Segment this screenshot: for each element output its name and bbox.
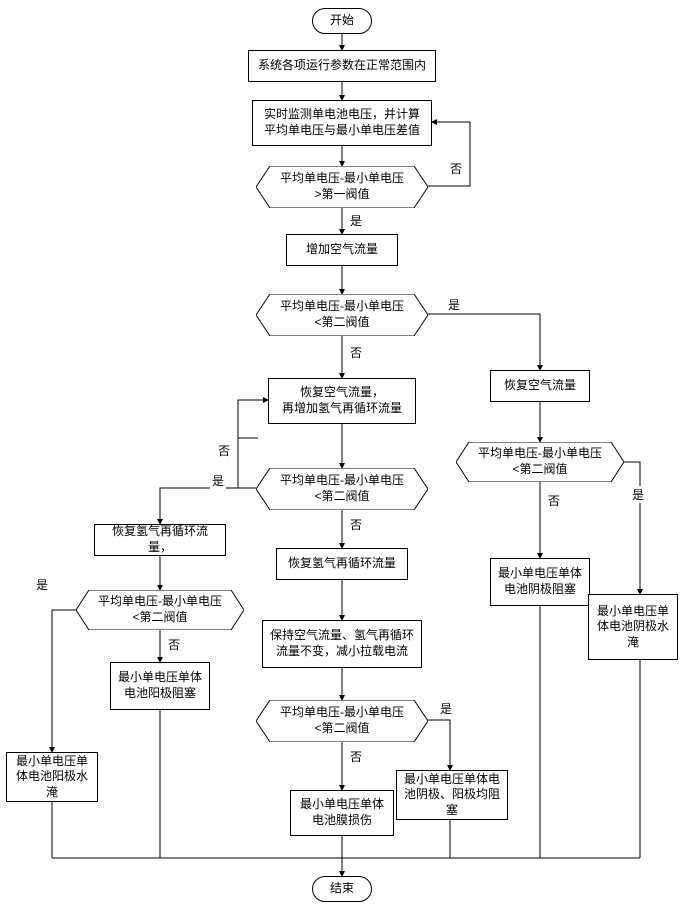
decision-d4: 平均单电压-最小单电压 <第二阀值 <box>256 468 428 510</box>
process-restore-h2-recirc-left: 恢复氢气再循环流量， <box>94 524 226 556</box>
edge-d6-yes: 是 <box>438 700 454 717</box>
end-label: 结束 <box>330 881 354 897</box>
edge-d2-no: 否 <box>348 344 364 361</box>
result-label: 最小单电压单体电池阳极水淹 <box>13 754 91 801</box>
result-label: 最小单电压单体电池阴极水淹 <box>595 604 671 651</box>
end-terminal: 结束 <box>312 876 372 902</box>
result-membrane-damage: 最小单电压单体电池膜损伤 <box>290 790 394 836</box>
edge-d5-no: 否 <box>166 636 182 653</box>
edge-d1-yes: 是 <box>348 212 364 229</box>
process-restore-h2-recirc: 恢复氢气再循环流量 <box>276 548 408 580</box>
decision-label: 平均单电压-最小单电压 <第二阀值 <box>280 705 404 736</box>
result-label: 最小单电压单体电池膜损伤 <box>297 797 387 828</box>
edge-d4-no: 否 <box>348 516 364 533</box>
edge-d1-no: 否 <box>448 160 464 177</box>
edge-d3-no: 否 <box>546 492 562 509</box>
start-terminal: 开始 <box>312 8 372 34</box>
decision-label: 平均单电压-最小单电压 <第二阀值 <box>280 473 404 504</box>
process-label: 系统各项运行参数在正常范围内 <box>258 58 426 74</box>
start-label: 开始 <box>330 13 354 29</box>
result-cathode-block: 最小单电压单体电池阴极阻塞 <box>490 558 590 606</box>
decision-d3: 平均单电压-最小单电压 <第二阀值 <box>456 442 624 482</box>
result-both-block: 最小单电压单体电池阴极、阳极均阻塞 <box>396 770 508 820</box>
process-label: 恢复氢气再循环流量， <box>101 524 219 555</box>
process-label: 恢复空气流量， 再增加氢气再循环流量 <box>282 385 402 416</box>
edge-d5-yes: 是 <box>34 576 50 593</box>
decision-d6: 平均单电压-最小单电压 <第二阀值 <box>256 700 428 742</box>
decision-label: 平均单电压-最小单电压 <第二阀值 <box>478 446 602 477</box>
edge-d4-no-loop: 否 <box>216 442 232 459</box>
result-anode-block: 最小单电压单体电池阳极阻塞 <box>110 662 210 710</box>
process-monitor-voltage: 实时监测单电池电压，并计算平均单电压与最小单电压差值 <box>252 100 432 146</box>
result-label: 最小单电压单体电池阳极阻塞 <box>117 670 203 701</box>
edge-d4-yes: 是 <box>210 472 226 489</box>
process-label: 恢复氢气再循环流量 <box>288 556 396 572</box>
decision-d1: 平均单电压-最小单电压 >第一阀值 <box>256 166 428 208</box>
decision-label: 平均单电压-最小单电压 >第一阀值 <box>280 171 404 202</box>
process-label: 实时监测单电池电压，并计算平均单电压与最小单电压差值 <box>259 107 425 138</box>
result-label: 最小单电压单体电池阴极、阳极均阻塞 <box>403 772 501 819</box>
result-cathode-flood: 最小单电压单体电池阴极水淹 <box>588 594 678 660</box>
decision-label: 平均单电压-最小单电压 <第二阀值 <box>98 594 222 625</box>
edge-d2-yes: 是 <box>446 296 462 313</box>
process-restore-airflow: 恢复空气流量 <box>490 370 590 402</box>
decision-label: 平均单电压-最小单电压 <第二阀值 <box>280 299 404 330</box>
result-label: 最小单电压单体电池阴极阻塞 <box>497 566 583 597</box>
process-reduce-load: 保持空气流量、氢气再循环流量不变，减小拉载电流 <box>262 620 422 668</box>
decision-d2: 平均单电压-最小单电压 <第二阀值 <box>256 294 428 336</box>
result-anode-flood: 最小单电压单体电池阳极水淹 <box>6 752 98 802</box>
process-restore-air-add-h2: 恢复空气流量， 再增加氢气再循环流量 <box>268 378 416 424</box>
edge-d3-yes: 是 <box>630 486 646 503</box>
process-increase-airflow: 增加空气流量 <box>286 234 398 266</box>
edge-d6-no: 否 <box>348 748 364 765</box>
process-label: 保持空气流量、氢气再循环流量不变，减小拉载电流 <box>269 628 415 659</box>
decision-d5: 平均单电压-最小单电压 <第二阀值 <box>76 590 244 630</box>
process-label: 增加空气流量 <box>306 242 378 258</box>
process-label: 恢复空气流量 <box>504 378 576 394</box>
process-params-normal: 系统各项运行参数在正常范围内 <box>248 50 436 82</box>
